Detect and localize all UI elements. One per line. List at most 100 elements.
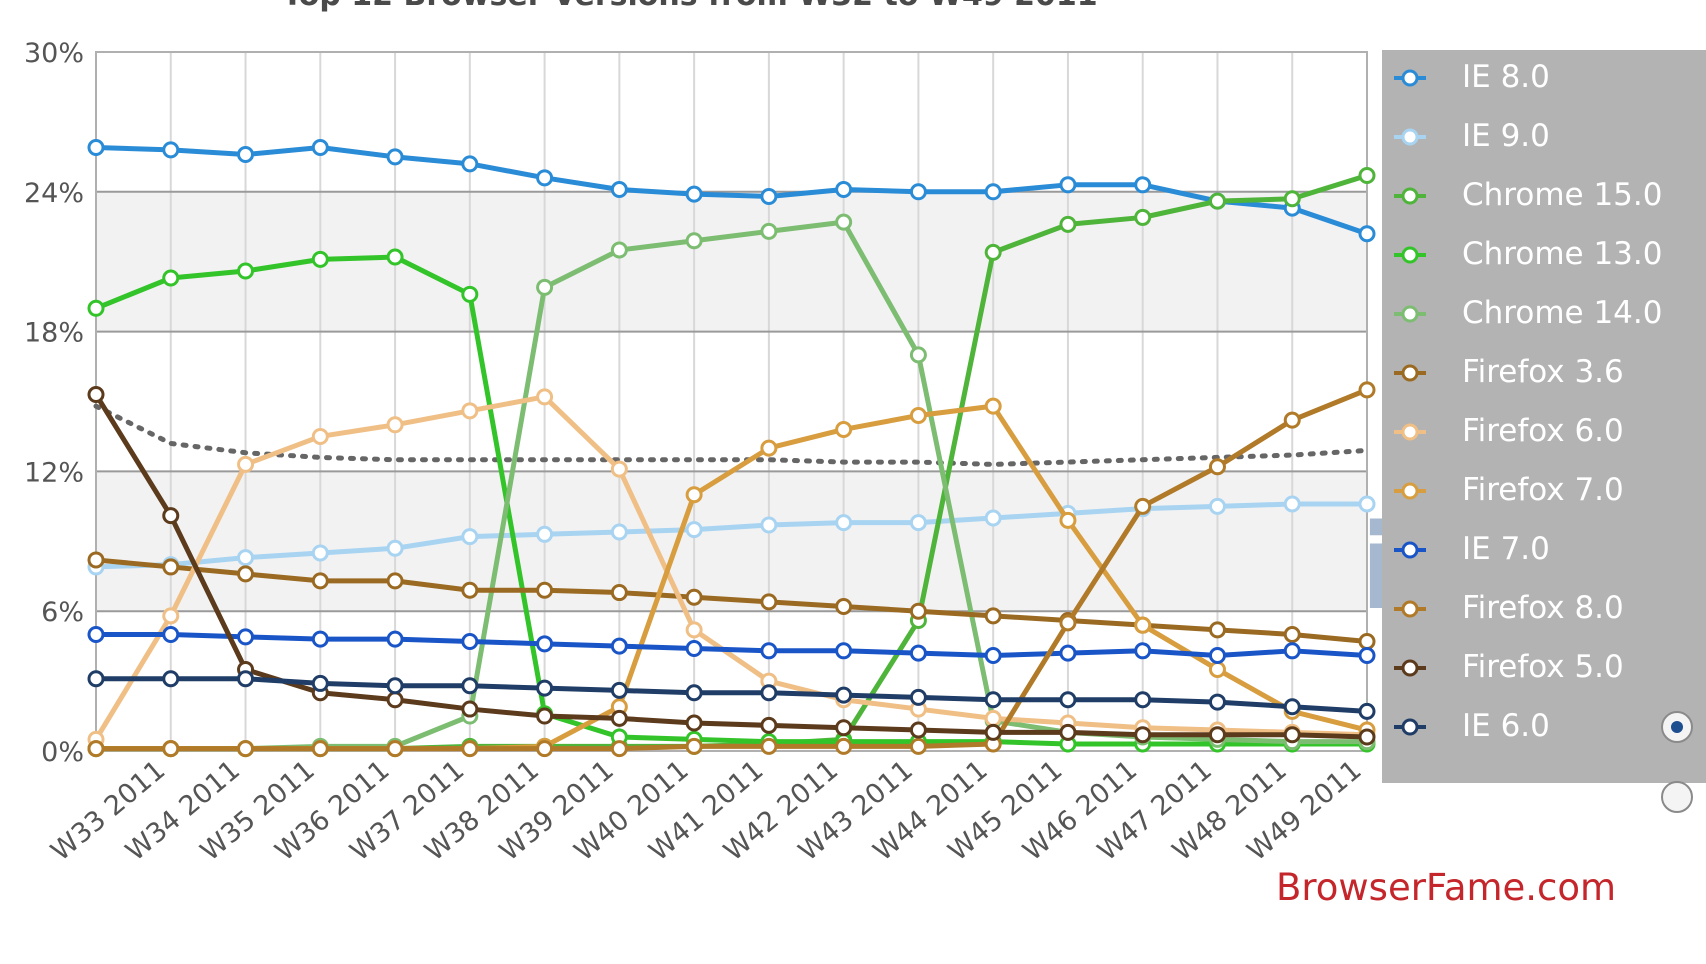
series-toggle-radio[interactable] <box>1661 781 1693 813</box>
data-point-chrome-15-0 <box>1059 215 1077 233</box>
legend-marker-icon <box>1394 482 1426 500</box>
data-point-firefox-3-6 <box>685 588 703 606</box>
data-point-ie-9-0 <box>610 523 628 541</box>
data-point-firefox-3-6 <box>1208 621 1226 639</box>
legend-item-ie-6-0[interactable]: IE 6.0 <box>1382 702 1706 752</box>
legend-label: Firefox 6.0 <box>1462 413 1624 449</box>
data-point-firefox-5-0 <box>1059 723 1077 741</box>
legend-marker-icon <box>1394 246 1426 264</box>
data-point-ie-6-0 <box>311 674 329 692</box>
source-credit: BrowserFame.com <box>1276 866 1617 909</box>
data-point-firefox-7-0 <box>835 420 853 438</box>
legend-item-firefox-7-0[interactable]: Firefox 7.0 <box>1382 466 1706 516</box>
series-toggle-radio-selected[interactable] <box>1661 711 1693 743</box>
data-point-ie-9-0 <box>536 525 554 543</box>
legend-item-chrome-15-0[interactable]: Chrome 15.0 <box>1382 171 1706 221</box>
data-point-firefox-3-6 <box>1283 626 1301 643</box>
legend-marker-icon <box>1394 600 1426 618</box>
chart-title: Top 12 Browser Versions from W32 to W49 … <box>0 0 1380 13</box>
data-point-ie-8-0 <box>87 139 105 157</box>
data-point-firefox-8-0 <box>685 737 703 755</box>
legend-item-chrome-14-0[interactable]: Chrome 14.0 <box>1382 289 1706 339</box>
data-point-firefox-8-0 <box>1059 614 1077 632</box>
legend-marker-icon <box>1394 187 1426 205</box>
data-point-firefox-8-0 <box>536 740 554 758</box>
data-point-ie-6-0 <box>461 677 479 695</box>
legend-label: IE 9.0 <box>1462 118 1550 154</box>
data-point-firefox-8-0 <box>1134 497 1152 515</box>
data-point-ie-8-0 <box>536 169 554 187</box>
data-point-firefox-3-6 <box>461 581 479 599</box>
data-point-chrome-15-0 <box>984 243 1002 261</box>
data-point-ie-9-0 <box>909 514 927 532</box>
data-point-ie-6-0 <box>1283 698 1301 716</box>
data-point-ie-9-0 <box>311 544 329 562</box>
legend-label: Chrome 13.0 <box>1462 236 1663 272</box>
legend-marker-icon <box>1394 718 1426 736</box>
data-point-ie-6-0 <box>835 686 853 704</box>
data-point-firefox-6-0 <box>610 460 628 478</box>
data-point-firefox-3-6 <box>311 572 329 590</box>
data-point-firefox-5-0 <box>536 707 554 725</box>
data-point-ie-6-0 <box>909 688 927 706</box>
legend-item-firefox-6-0[interactable]: Firefox 6.0 <box>1382 407 1706 457</box>
data-point-firefox-5-0 <box>835 719 853 737</box>
data-point-chrome-14-0 <box>685 232 703 250</box>
data-point-firefox-5-0 <box>162 507 180 525</box>
legend-item-ie-7-0[interactable]: IE 7.0 <box>1382 525 1706 575</box>
data-point-ie-8-0 <box>760 187 778 205</box>
legend-marker-icon <box>1394 128 1426 146</box>
y-tick-label: 24% <box>24 178 84 209</box>
data-point-ie-7-0 <box>1059 644 1077 662</box>
data-point-firefox-8-0 <box>835 737 853 755</box>
data-point-ie-7-0 <box>909 644 927 662</box>
data-point-ie-6-0 <box>1059 691 1077 709</box>
data-point-ie-9-0 <box>984 509 1002 527</box>
legend-item-ie-9-0[interactable]: IE 9.0 <box>1382 112 1706 162</box>
plot-band <box>96 471 1367 612</box>
legend-label: Firefox 8.0 <box>1462 590 1624 626</box>
data-point-firefox-6-0 <box>685 621 703 639</box>
data-point-ie-8-0 <box>386 148 404 166</box>
data-point-firefox-3-6 <box>87 551 105 569</box>
average-trend-line <box>93 403 1370 467</box>
data-point-firefox-3-6 <box>536 581 554 599</box>
data-point-firefox-7-0 <box>1208 660 1226 678</box>
legend-item-ie-8-0[interactable]: IE 8.0 <box>1382 53 1706 103</box>
data-point-firefox-6-0 <box>461 402 479 420</box>
data-point-firefox-8-0 <box>87 740 105 758</box>
data-point-ie-7-0 <box>386 630 404 648</box>
data-point-chrome-13-0 <box>237 262 255 280</box>
data-point-ie-6-0 <box>87 670 105 688</box>
data-point-firefox-5-0 <box>760 716 778 734</box>
data-point-firefox-8-0 <box>461 740 479 758</box>
data-point-firefox-3-6 <box>835 598 853 616</box>
data-point-firefox-6-0 <box>311 427 329 445</box>
plot-band <box>96 191 1367 332</box>
data-point-ie-9-0 <box>237 549 255 567</box>
data-point-firefox-5-0 <box>1134 726 1152 744</box>
data-point-ie-7-0 <box>1358 646 1376 664</box>
legend-item-firefox-5-0[interactable]: Firefox 5.0 <box>1382 643 1706 693</box>
data-point-ie-6-0 <box>386 677 404 695</box>
legend-item-chrome-13-0[interactable]: Chrome 13.0 <box>1382 230 1706 280</box>
data-point-firefox-5-0 <box>610 709 628 727</box>
series-line-ie-6-0 <box>93 676 1370 714</box>
data-point-ie-8-0 <box>835 180 853 198</box>
data-point-ie-8-0 <box>1134 176 1152 194</box>
data-point-chrome-13-0 <box>386 248 404 266</box>
legend-marker-icon <box>1394 659 1426 677</box>
data-point-ie-7-0 <box>311 630 329 648</box>
data-point-ie-9-0 <box>461 528 479 546</box>
data-point-ie-7-0 <box>87 626 105 643</box>
data-point-ie-8-0 <box>461 155 479 173</box>
series-line-ie-8-0 <box>93 145 1370 237</box>
legend-item-firefox-3-6[interactable]: Firefox 3.6 <box>1382 348 1706 398</box>
legend-item-firefox-8-0[interactable]: Firefox 8.0 <box>1382 584 1706 634</box>
data-point-ie-6-0 <box>984 691 1002 709</box>
data-point-ie-6-0 <box>1134 691 1152 709</box>
data-point-firefox-6-0 <box>162 607 180 625</box>
data-point-firefox-7-0 <box>1134 616 1152 634</box>
data-point-chrome-13-0 <box>311 250 329 268</box>
